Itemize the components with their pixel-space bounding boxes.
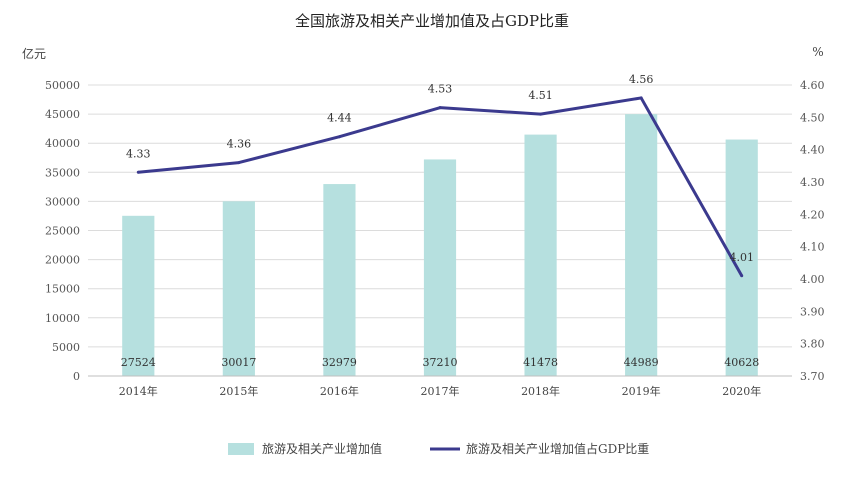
line-data-label: 4.51 bbox=[528, 89, 553, 102]
line-series: 4.33 4.36 4.44 4.53 4.51 4.56 4.01 bbox=[126, 73, 754, 278]
line-point bbox=[136, 170, 140, 174]
line-point bbox=[438, 106, 442, 110]
x-tick-label: 2014年 bbox=[119, 384, 158, 398]
y-left-tick-label: 25000 bbox=[45, 225, 80, 238]
line-data-label: 4.36 bbox=[227, 138, 252, 151]
bar-data-label: 30017 bbox=[221, 356, 256, 369]
y-left-tick-label: 40000 bbox=[45, 137, 80, 150]
y-left-tick-label: 15000 bbox=[45, 283, 80, 296]
y-right-tick-label: 3.90 bbox=[800, 305, 825, 318]
y-right-tick-label: 4.10 bbox=[800, 241, 825, 254]
bar bbox=[423, 159, 457, 376]
y-right-tick-label: 4.30 bbox=[800, 176, 825, 189]
y-right-tick-label: 4.60 bbox=[800, 79, 825, 92]
line-data-label: 4.01 bbox=[729, 251, 754, 264]
line-data-label: 4.44 bbox=[327, 112, 352, 125]
y-right-tick-label: 3.80 bbox=[800, 338, 825, 351]
y-right-tick-label: 4.20 bbox=[800, 208, 825, 221]
y-left-tick-label: 30000 bbox=[45, 195, 80, 208]
bar-data-label: 40628 bbox=[724, 356, 759, 369]
x-tick-label: 2016年 bbox=[320, 384, 359, 398]
y-right-tick-label: 3.70 bbox=[800, 370, 825, 383]
bar bbox=[524, 134, 557, 376]
y-left-tick-label: 35000 bbox=[45, 166, 80, 179]
y-right-tick-label: 4.00 bbox=[800, 273, 825, 286]
bar bbox=[122, 215, 155, 376]
legend: 旅游及相关产业增加值 旅游及相关产业增加值占GDP比重 bbox=[228, 441, 649, 456]
line-point bbox=[740, 274, 744, 278]
axes: 0 5000 10000 15000 20000 25000 30000 35000 40000… bbox=[45, 79, 825, 398]
y-left-tick-label: 45000 bbox=[45, 108, 80, 121]
bar-data-label: 27524 bbox=[121, 356, 156, 369]
bar bbox=[323, 184, 356, 376]
y-right-tick-label: 4.50 bbox=[800, 111, 825, 124]
left-axis-unit: 亿元 bbox=[22, 46, 46, 61]
line-point bbox=[237, 161, 241, 165]
x-tick-label: 2017年 bbox=[421, 384, 460, 398]
line-data-label: 4.53 bbox=[428, 83, 453, 96]
y-left-tick-label: 20000 bbox=[45, 254, 80, 267]
bar-data-label: 37210 bbox=[423, 356, 458, 369]
bar-data-label: 44989 bbox=[624, 356, 659, 369]
y-left-tick-label: 0 bbox=[73, 370, 80, 383]
bar-series: 27524 30017 32979 37210 41478 44989 40628 bbox=[121, 114, 759, 377]
bar-data-label: 41478 bbox=[523, 356, 558, 369]
line-data-label: 4.56 bbox=[629, 73, 654, 86]
right-axis-unit: % bbox=[812, 45, 823, 59]
bar-data-label: 32979 bbox=[322, 356, 357, 369]
legend-line-label: 旅游及相关产业增加值占GDP比重 bbox=[466, 441, 649, 456]
y-left-tick-label: 50000 bbox=[45, 79, 80, 92]
y-left-tick-label: 10000 bbox=[45, 312, 80, 325]
line-point bbox=[539, 112, 543, 116]
x-tick-label: 2018年 bbox=[521, 384, 560, 398]
bar bbox=[625, 114, 658, 377]
legend-bar-swatch bbox=[228, 443, 254, 455]
x-tick-label: 2019年 bbox=[622, 384, 661, 398]
x-tick-label: 2015年 bbox=[219, 384, 258, 398]
chart-title: 全国旅游及相关产业增加值及占GDP比重 bbox=[295, 12, 569, 30]
legend-bar-label: 旅游及相关产业增加值 bbox=[262, 441, 382, 456]
line-point bbox=[639, 96, 643, 100]
y-left-tick-label: 5000 bbox=[52, 341, 80, 354]
bar bbox=[222, 201, 255, 376]
line-point bbox=[337, 135, 341, 139]
y-right-tick-label: 4.40 bbox=[800, 144, 825, 157]
line-data-label: 4.33 bbox=[126, 147, 151, 160]
x-tick-label: 2020年 bbox=[722, 384, 761, 398]
